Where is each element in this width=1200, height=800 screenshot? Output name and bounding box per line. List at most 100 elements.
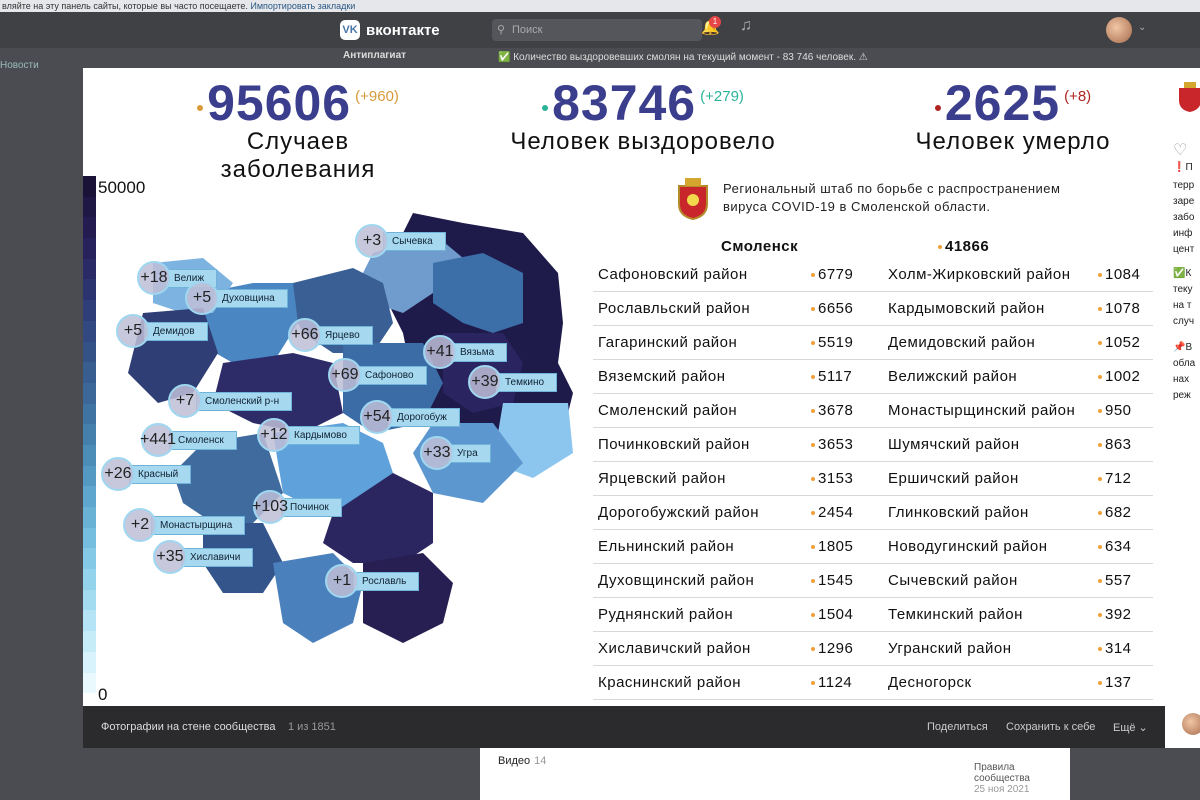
district-name: Новодугинский район bbox=[888, 538, 1048, 555]
map-label: Темкино +39 bbox=[468, 365, 558, 399]
notifications-bell-icon[interactable]: 🔔 1 bbox=[701, 16, 721, 36]
scale-max-label: 50000 bbox=[98, 178, 146, 197]
map-label-delta: +39 bbox=[468, 365, 502, 399]
district-value: 3678 bbox=[811, 402, 871, 419]
map-label-delta: +54 bbox=[360, 400, 394, 434]
city-row: Смоленск 41866 bbox=[593, 230, 1153, 258]
table-row: Хиславичский район 1296 Угранский район 314 bbox=[593, 632, 1153, 666]
deaths-label: Человек умерло bbox=[915, 128, 1111, 155]
district-name: Духовщинский район bbox=[598, 572, 755, 589]
photo-album-title[interactable]: Фотографии на стене сообщества bbox=[101, 721, 276, 733]
vk-header: VK вконтакте ⚲ Поиск 🔔 1 ♫ ⌄ bbox=[0, 12, 1200, 48]
hq-line-1: Региональный штаб по борьбе с распростра… bbox=[723, 181, 1061, 196]
district-value: 712 bbox=[1098, 470, 1132, 487]
community-logo-icon[interactable] bbox=[1175, 82, 1200, 112]
district-name: Холм-Жирковский район bbox=[888, 266, 1071, 283]
cases-value: 95606 bbox=[207, 75, 352, 131]
district-name: Дорогобужский район bbox=[598, 504, 759, 521]
map-label-delta: +12 bbox=[257, 418, 291, 452]
recovered-delta: (+279) bbox=[700, 88, 744, 105]
vk-logo[interactable]: VK вконтакте bbox=[340, 20, 440, 40]
stat-deaths: 2625 (+8) Человек умерло bbox=[893, 74, 1133, 156]
district-value: 1052 bbox=[1098, 334, 1140, 351]
post-text-line: ❗П bbox=[1173, 162, 1193, 173]
chevron-down-icon[interactable]: ⌄ bbox=[1138, 22, 1147, 33]
post-text-line: цент bbox=[1173, 244, 1195, 255]
district-name: Велижский район bbox=[888, 368, 1018, 385]
post-notice: ✅ Количество выздоровевших смолян на тек… bbox=[498, 52, 868, 63]
recovered-dot bbox=[542, 104, 549, 111]
cases-delta: (+960) bbox=[355, 88, 399, 105]
map-label-name: Монастырщина bbox=[151, 515, 246, 535]
commenter-avatar[interactable] bbox=[1182, 713, 1200, 735]
post-text-line: терр bbox=[1173, 180, 1195, 191]
district-value: 3153 bbox=[811, 470, 871, 487]
map-label-delta: +441 bbox=[140, 423, 176, 457]
deaths-delta: (+8) bbox=[1064, 88, 1092, 105]
cases-dot bbox=[197, 104, 204, 111]
map-label-name: Духовщина bbox=[213, 288, 288, 308]
map-label-name: Рославль bbox=[353, 571, 420, 591]
left-nav-news[interactable]: Новости bbox=[0, 60, 39, 71]
save-to-self-button[interactable]: Сохранить к себе bbox=[1006, 721, 1096, 733]
map-label-name: Сычевка bbox=[383, 231, 446, 251]
map-label-name: Хиславичи bbox=[181, 547, 254, 567]
map-label-name: Починок bbox=[281, 497, 342, 517]
like-icon[interactable]: ♡ bbox=[1173, 142, 1188, 159]
deaths-dot bbox=[934, 104, 941, 111]
bookmark-hint-text: вляйте на эту панель сайты, которые вы ч… bbox=[2, 1, 248, 11]
district-value: 3653 bbox=[811, 436, 871, 453]
post-text-line: инф bbox=[1173, 228, 1193, 239]
table-row: Сафоновский район 6779 Холм-Жирковский рай… bbox=[593, 258, 1153, 292]
color-scale bbox=[83, 176, 96, 694]
district-name: Хиславичский район bbox=[598, 640, 751, 657]
district-name: Рославльский район bbox=[598, 300, 751, 317]
table-row: Краснинский район 1124 Десногорск 137 bbox=[593, 666, 1153, 700]
music-icon[interactable]: ♫ bbox=[740, 17, 752, 34]
photo-counter: 1 из 1851 bbox=[288, 721, 336, 733]
district-value: 950 bbox=[1098, 402, 1132, 419]
scale-min-label: 0 bbox=[98, 685, 108, 704]
coat-of-arms-icon bbox=[678, 178, 708, 220]
table-row: Ярцевский район 3153 Ершичский район 712 bbox=[593, 462, 1153, 496]
user-avatar[interactable] bbox=[1106, 17, 1132, 43]
post-text-line: забо bbox=[1173, 212, 1195, 223]
recovered-label: Человек выздоровело bbox=[510, 128, 776, 155]
map-label: Хиславичи +35 bbox=[153, 540, 254, 574]
district-value: 2454 bbox=[811, 504, 871, 521]
post-text-line: заре bbox=[1173, 196, 1195, 207]
map-label-delta: +66 bbox=[288, 318, 322, 352]
deaths-value: 2625 bbox=[944, 75, 1061, 131]
post-text-line: реж bbox=[1173, 390, 1191, 401]
district-name: Сычевский район bbox=[888, 572, 1018, 589]
city-value-text: 41866 bbox=[945, 238, 990, 255]
hq-line-2: вируса COVID-19 в Смоленской области. bbox=[723, 199, 991, 214]
map-label: Ярцево +66 bbox=[288, 318, 373, 352]
map-label: Духовщина +5 bbox=[185, 281, 288, 315]
table-row: Дорогобужский район 2454 Глинковский район… bbox=[593, 496, 1153, 530]
more-button[interactable]: Ещё ⌄ bbox=[1113, 722, 1148, 734]
district-name: Шумячский район bbox=[888, 436, 1020, 453]
district-name: Кардымовский район bbox=[888, 300, 1045, 317]
district-name: Темкинский район bbox=[888, 606, 1023, 623]
search-input[interactable]: ⚲ Поиск bbox=[492, 19, 702, 41]
map-label: Починок +103 bbox=[252, 490, 342, 524]
vk-logo-icon: VK bbox=[340, 20, 360, 40]
rules-link[interactable]: Правила сообщества bbox=[974, 762, 1030, 784]
map-label-name: Сафоново bbox=[356, 365, 427, 385]
table-row: Духовщинский район 1545 Сычевский район 557 bbox=[593, 564, 1153, 598]
map-label: Демидов +5 bbox=[116, 314, 208, 348]
map-label: Монастырщина +2 bbox=[123, 508, 246, 542]
district-value: 5519 bbox=[811, 334, 871, 351]
map-label-delta: +18 bbox=[137, 261, 171, 295]
district-name: Демидовский район bbox=[888, 334, 1036, 351]
post-text-line: на т bbox=[1173, 300, 1192, 311]
videos-title[interactable]: Видео bbox=[498, 755, 531, 767]
table-row: Ельнинский район 1805 Новодугинский район 6… bbox=[593, 530, 1153, 564]
post-side-panel: ♡ ❗П терр заре забо инф цент ✅К теку на т случ 📌В о… bbox=[1165, 68, 1200, 748]
share-button[interactable]: Поделиться bbox=[927, 721, 988, 733]
map-label-name: Вязьма bbox=[451, 342, 508, 362]
post-text-line: 📌В bbox=[1173, 342, 1193, 353]
import-bookmarks-link[interactable]: Импортировать закладки bbox=[250, 1, 356, 11]
district-name: Ершичский район bbox=[888, 470, 1019, 487]
